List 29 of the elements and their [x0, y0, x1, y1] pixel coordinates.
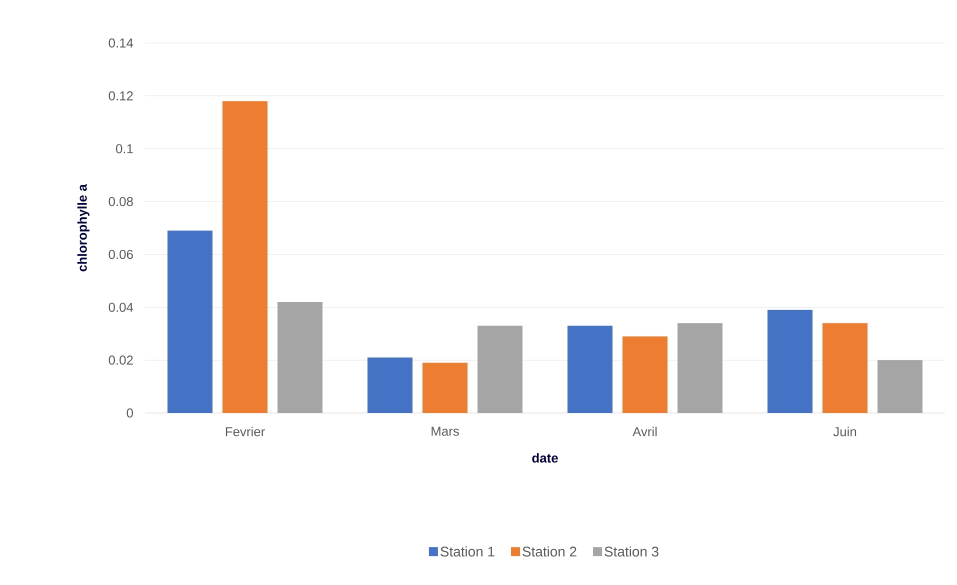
- y-tick-label: 0.06: [108, 250, 133, 260]
- legend-label: Station 2: [522, 546, 576, 557]
- bar: [222, 101, 268, 413]
- bar: [278, 302, 322, 413]
- x-tick-label: Fevrier: [226, 426, 265, 436]
- bar: [822, 323, 868, 413]
- y-tick-label: 0.04: [108, 302, 134, 312]
- bar: [368, 358, 412, 413]
- y-tick-label: 0.08: [108, 196, 133, 206]
- bar: [678, 323, 723, 413]
- bar: [568, 326, 613, 413]
- x-tick-label: Avril: [632, 426, 657, 436]
- x-tick-label: Mars: [432, 426, 459, 436]
- y-tick-label: 0.14: [108, 38, 134, 48]
- y-tick-label: 0.12: [108, 91, 133, 100]
- legend-label: Station 3: [604, 546, 658, 557]
- y-tick-label: 0.02: [108, 356, 133, 365]
- x-axis-title: date: [532, 453, 558, 463]
- bar: [768, 310, 813, 413]
- bar: [878, 360, 923, 413]
- bar: [478, 326, 523, 413]
- y-tick-label: 0: [126, 408, 133, 418]
- y-axis-title: chlorophylle a: [77, 184, 90, 272]
- y-tick-label: 0.1: [116, 144, 133, 154]
- bar: [168, 230, 212, 413]
- bar: [622, 336, 668, 413]
- bar: [422, 362, 468, 413]
- x-tick-label: Juin: [833, 426, 856, 436]
- legend-label: Station 1: [440, 546, 494, 557]
